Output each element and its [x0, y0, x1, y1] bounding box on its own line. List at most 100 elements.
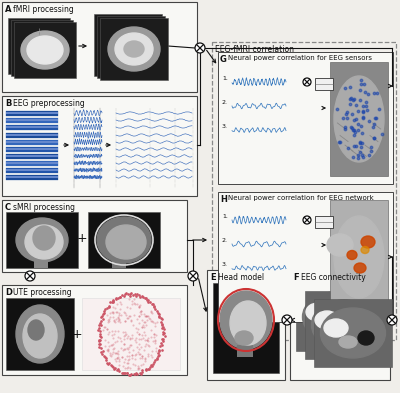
Bar — [6, 125, 58, 130]
Ellipse shape — [327, 234, 353, 256]
Bar — [6, 162, 58, 164]
Text: B: B — [5, 99, 11, 108]
Ellipse shape — [340, 315, 356, 329]
Bar — [100, 18, 168, 80]
Ellipse shape — [105, 25, 157, 69]
Ellipse shape — [15, 27, 63, 65]
Ellipse shape — [324, 319, 348, 337]
Bar — [207, 270, 285, 380]
Text: C: C — [5, 203, 11, 212]
Bar — [6, 161, 58, 166]
Bar — [6, 133, 58, 138]
Ellipse shape — [339, 336, 357, 348]
Ellipse shape — [21, 31, 69, 69]
Text: H: H — [220, 195, 227, 204]
Text: E: E — [210, 273, 216, 282]
Circle shape — [195, 43, 205, 53]
Ellipse shape — [358, 331, 374, 345]
Text: UTE processing: UTE processing — [13, 288, 72, 297]
Ellipse shape — [102, 23, 154, 67]
Bar — [2, 2, 197, 92]
Ellipse shape — [27, 36, 63, 64]
Bar — [314, 299, 392, 367]
Ellipse shape — [315, 311, 339, 329]
Bar — [212, 42, 396, 340]
Bar — [82, 298, 180, 370]
Bar — [6, 155, 58, 157]
Ellipse shape — [306, 303, 330, 321]
Ellipse shape — [24, 34, 60, 62]
Bar — [330, 200, 388, 314]
Circle shape — [25, 271, 35, 281]
Ellipse shape — [16, 218, 68, 262]
Text: +: + — [72, 327, 82, 340]
Circle shape — [303, 78, 311, 86]
Bar — [315, 78, 333, 90]
Bar — [6, 147, 58, 152]
Bar — [296, 283, 374, 351]
Text: D: D — [5, 288, 12, 297]
Bar — [6, 126, 58, 128]
Bar — [330, 62, 388, 176]
Bar — [6, 169, 58, 171]
Bar — [94, 14, 162, 76]
Ellipse shape — [235, 331, 253, 345]
Bar — [6, 175, 58, 180]
Ellipse shape — [25, 225, 63, 259]
Text: 2.: 2. — [222, 100, 228, 105]
Text: F: F — [293, 273, 299, 282]
Text: EEG-fMRI correlation: EEG-fMRI correlation — [215, 45, 294, 54]
Text: 2.: 2. — [222, 238, 228, 243]
Bar — [2, 200, 187, 272]
Ellipse shape — [16, 305, 64, 363]
Ellipse shape — [21, 32, 57, 60]
Bar — [6, 134, 58, 136]
Bar — [290, 270, 390, 380]
Bar — [11, 20, 73, 76]
Text: Neural power correlation for EEG network: Neural power correlation for EEG network — [228, 195, 374, 201]
Bar — [6, 176, 58, 178]
Bar — [237, 345, 253, 357]
Ellipse shape — [106, 225, 146, 259]
Bar — [34, 258, 48, 268]
Ellipse shape — [354, 263, 366, 273]
Bar — [14, 22, 76, 78]
Bar — [6, 154, 58, 159]
Ellipse shape — [230, 301, 266, 345]
Ellipse shape — [115, 33, 153, 65]
Bar — [6, 140, 58, 145]
Ellipse shape — [312, 300, 376, 350]
Ellipse shape — [121, 39, 141, 55]
Bar — [2, 96, 197, 196]
Text: fMRI processing: fMRI processing — [13, 5, 74, 14]
Text: 3.: 3. — [222, 124, 228, 129]
Text: 3.: 3. — [222, 262, 228, 267]
Text: 1.: 1. — [222, 214, 228, 219]
Ellipse shape — [23, 314, 57, 358]
Ellipse shape — [330, 328, 348, 340]
Ellipse shape — [108, 27, 160, 71]
Text: EEG connectivity: EEG connectivity — [301, 273, 366, 282]
Text: EEG preprocessing: EEG preprocessing — [13, 99, 85, 108]
Ellipse shape — [361, 246, 369, 253]
Text: A: A — [5, 5, 12, 14]
Bar — [6, 112, 58, 114]
Text: G: G — [220, 55, 227, 64]
Text: sMRI processing: sMRI processing — [13, 203, 75, 212]
Ellipse shape — [334, 216, 384, 298]
Text: Head model: Head model — [218, 273, 264, 282]
Circle shape — [303, 216, 311, 224]
Ellipse shape — [320, 308, 386, 358]
Bar — [6, 148, 58, 150]
Text: +: + — [77, 231, 87, 244]
Ellipse shape — [361, 236, 375, 248]
Bar — [6, 111, 58, 116]
Ellipse shape — [321, 320, 339, 332]
Bar — [112, 258, 126, 268]
Bar — [97, 16, 165, 78]
Text: 1.: 1. — [222, 76, 228, 81]
Ellipse shape — [334, 76, 384, 162]
Bar — [6, 141, 58, 143]
Ellipse shape — [302, 292, 368, 342]
Ellipse shape — [109, 29, 147, 61]
